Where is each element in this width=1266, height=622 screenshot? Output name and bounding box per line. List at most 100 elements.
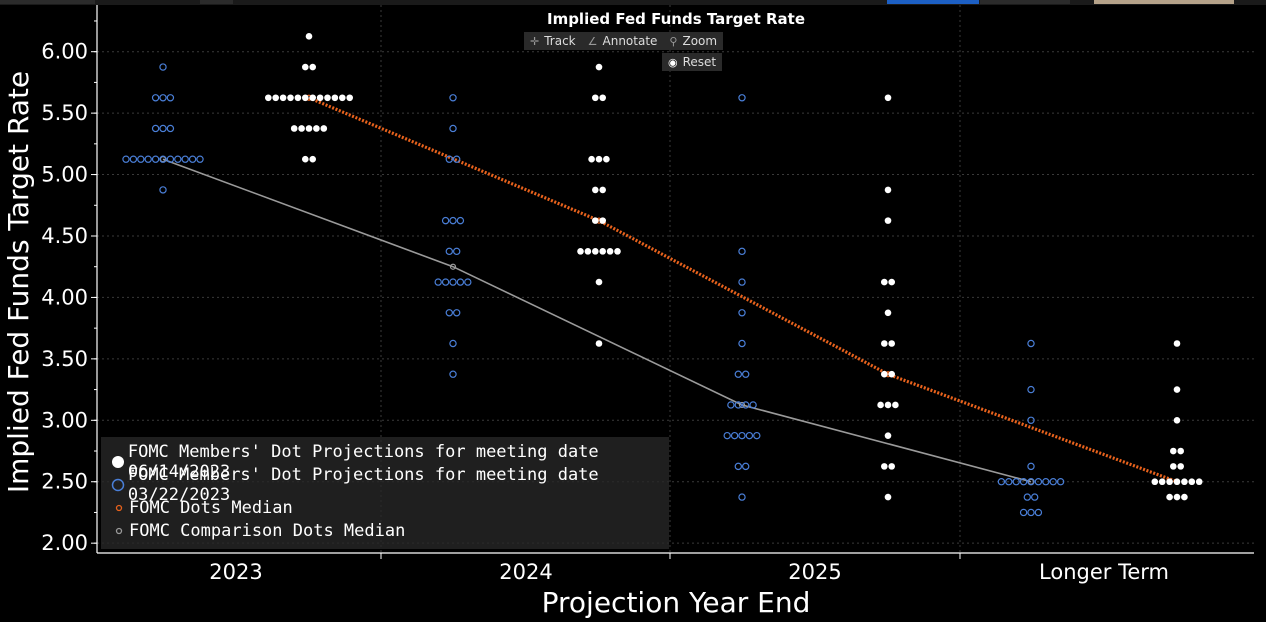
dot-jun	[1173, 478, 1181, 486]
top-strip-segment	[887, 0, 979, 4]
top-strip-segment	[980, 0, 1070, 4]
dot-jun	[595, 340, 603, 347]
dot-mar	[738, 94, 746, 102]
dot-jun	[316, 94, 324, 102]
y-tick-label: 3.50	[41, 347, 88, 371]
dot-mar	[129, 155, 138, 163]
dot-mar	[1049, 478, 1057, 486]
small-ring-icon	[111, 524, 127, 538]
dot-mar	[196, 155, 204, 163]
dot-mar	[449, 124, 457, 133]
dot-jun	[599, 248, 606, 255]
dot-jun	[305, 125, 313, 132]
dot-jun	[892, 401, 899, 409]
zoom-button[interactable]: ⚲ Zoom	[663, 32, 723, 50]
dot-mar	[734, 370, 743, 378]
dot-mar	[738, 278, 746, 286]
chart-title: Implied Fed Funds Target Rate	[547, 10, 805, 28]
dot-jun	[305, 33, 313, 40]
legend-item-mar[interactable]: FOMC Members' Dot Projections for meetin…	[101, 465, 669, 505]
dot-jun	[888, 340, 895, 347]
dot-mar	[159, 186, 167, 194]
dot-jun	[302, 94, 309, 102]
dot-mar	[1042, 478, 1050, 486]
dot-mar	[734, 462, 743, 471]
dot-mar	[1027, 339, 1035, 348]
x-tick-label: Longer Term	[1039, 560, 1169, 584]
dot-jun	[888, 370, 895, 378]
x-tick-label: 2023	[209, 560, 262, 584]
dot-mar	[1027, 385, 1035, 394]
dot-jun	[1195, 478, 1203, 486]
dot-mar	[188, 155, 197, 163]
dot-mar	[449, 278, 457, 286]
dot-mar	[1030, 493, 1039, 501]
dot-mar	[181, 155, 189, 163]
dot-mar	[1056, 478, 1065, 486]
dot-mar	[122, 155, 130, 163]
dot-jun	[614, 248, 621, 255]
dot-mar	[738, 493, 746, 501]
y-tick-label: 3.00	[41, 408, 88, 432]
dot-jun	[881, 340, 888, 347]
dot-jun	[309, 155, 317, 163]
dot-jun	[1173, 493, 1181, 501]
dot-mar	[449, 94, 457, 102]
y-tick-label: 2.00	[41, 531, 88, 555]
dot-mar	[159, 124, 167, 133]
dot-mar	[144, 155, 152, 163]
dot-mar	[151, 94, 160, 102]
dot-jun	[592, 248, 599, 255]
dot-mar	[449, 370, 457, 378]
dot-jun	[298, 125, 305, 132]
dot-jun	[884, 186, 892, 194]
dot-jun	[884, 493, 892, 501]
legend-label: FOMC Dots Median	[129, 497, 293, 518]
comparison-median-line	[162, 158, 1032, 483]
dot-jun	[339, 94, 346, 102]
y-tick-label: 4.00	[41, 285, 88, 309]
dot-mar	[449, 339, 457, 348]
dot-jun	[592, 94, 599, 102]
annotate-button[interactable]: ∠ Annotate	[582, 32, 664, 50]
dot-jun	[1173, 417, 1181, 424]
legend-item-median[interactable]: FOMC Dots Median	[101, 496, 669, 519]
dot-jun	[881, 463, 888, 470]
dot-mar	[445, 309, 453, 317]
dot-mar	[997, 478, 1006, 486]
dot-jun	[592, 217, 599, 224]
dot-jun	[884, 309, 892, 317]
dot-jun	[599, 217, 606, 224]
legend-label: FOMC Members' Dot Projections for meetin…	[127, 441, 599, 482]
dot-jun	[287, 94, 294, 102]
dot-jun	[1173, 340, 1181, 347]
dot-jun	[595, 278, 603, 286]
dot-jun	[1181, 493, 1188, 501]
dot-jun	[279, 94, 287, 102]
dot-jun	[1170, 463, 1177, 470]
dot-mar	[1027, 478, 1035, 486]
dot-mar	[137, 155, 145, 163]
dot-mar	[174, 155, 182, 163]
top-strip-segment	[0, 0, 95, 4]
reset-toolbar: ◉ Reset	[662, 53, 723, 71]
y-tick-label: 4.50	[41, 224, 88, 248]
legend-item-jun[interactable]: FOMC Members' Dot Projections for meetin…	[101, 442, 669, 482]
y-axis-ticks: 2.00 2.50 3.00 3.50 4.00 4.50 5.00 5.50 6.00	[41, 20, 97, 555]
legend-item-comparison[interactable]: FOMC Comparison Dots Median	[101, 519, 669, 542]
dot-mar	[1005, 478, 1013, 486]
dot-jun	[320, 125, 328, 132]
dot-mar	[166, 155, 175, 163]
top-strip	[0, 0, 1266, 5]
median-point	[449, 263, 457, 270]
dot-mar	[723, 431, 731, 440]
dot-mar	[445, 247, 453, 256]
reset-button[interactable]: ◉ Reset	[662, 53, 722, 71]
annotate-label: Annotate	[602, 34, 658, 48]
dot-jun	[877, 401, 884, 409]
track-button[interactable]: ✛ Track	[524, 32, 582, 50]
dot-mar	[730, 431, 739, 440]
dot-jun	[313, 125, 320, 132]
dot-mar	[742, 370, 750, 378]
dot-jun	[302, 155, 309, 163]
